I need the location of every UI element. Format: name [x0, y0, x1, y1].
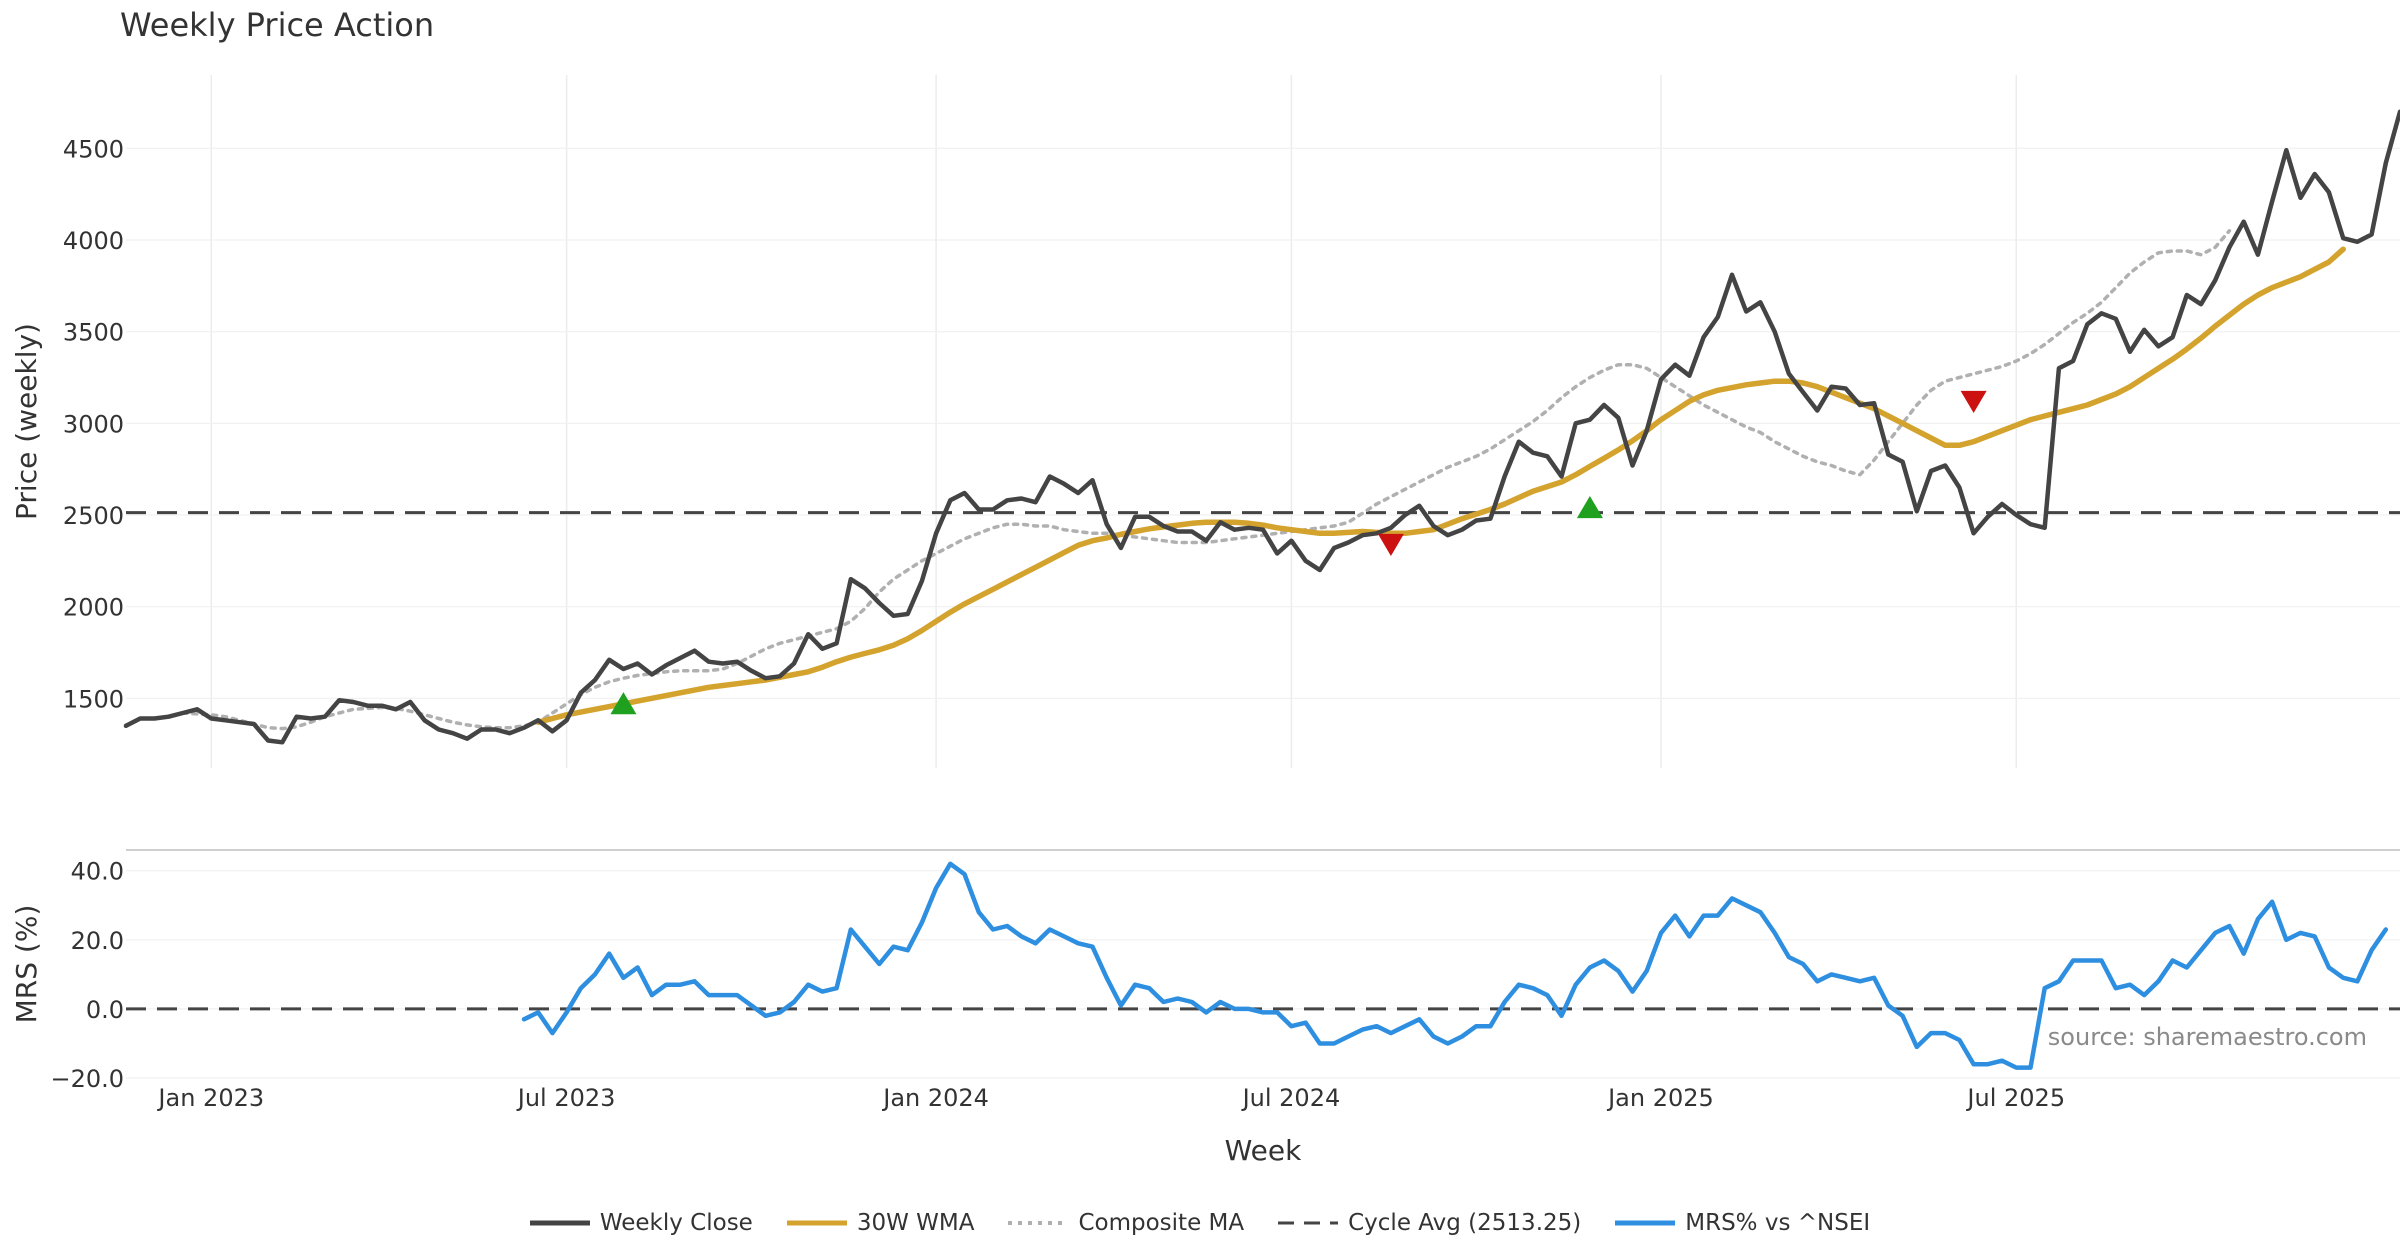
sell-signal-marker-4: [1960, 390, 1987, 414]
top-ytick-label: 2500: [63, 502, 124, 530]
mrs-line: [521, 861, 2389, 1070]
legend-label-composite-ma: Composite MA: [1078, 1210, 1245, 1236]
x-tick-label-jan-2024: Jan 2024: [881, 1084, 989, 1112]
legend-label-mrs: MRS% vs ^NSEI: [1685, 1210, 1871, 1236]
wma-30w-line: [535, 246, 2346, 725]
legend-swatch-composite-ma: [1008, 1221, 1069, 1225]
legend-swatch-cycle-avg: [1278, 1221, 1339, 1225]
x-tick-label-jan-2025: Jan 2025: [1606, 1084, 1714, 1112]
legend-item-cycle-avg: Cycle Avg (2513.25): [1278, 1210, 1581, 1236]
legend-swatch-weekly-close: [529, 1220, 590, 1226]
x-tick-label-jul-2024: Jul 2024: [1241, 1084, 1341, 1112]
mrs-ytick-label: 40.0: [71, 858, 124, 886]
legend-item-30w-wma: 30W WMA: [786, 1210, 975, 1236]
buy-signal-marker-1: [610, 692, 637, 715]
top-y-axis-label: Price (weekly): [10, 323, 43, 520]
legend-label-30w-wma: 30W WMA: [856, 1210, 975, 1236]
x-axis-label: Week: [1225, 1134, 1302, 1167]
top-ytick-label: 3500: [63, 319, 124, 347]
mrs-y-axis-label: MRS (%): [10, 905, 43, 1024]
buy-signal-marker-3: [1576, 495, 1603, 519]
mrs-ytick-label: 0.0: [86, 996, 124, 1024]
legend-item-weekly-close: Weekly Close: [529, 1210, 753, 1236]
top-ytick-label: 1500: [63, 685, 124, 713]
top-ytick-label: 3000: [63, 410, 124, 438]
chart-legend: Weekly Close 30W WMA Composite MA Cycle …: [0, 1210, 2400, 1236]
legend-swatch-30w-wma: [786, 1220, 847, 1226]
x-tick-label-jul-2025: Jul 2025: [1965, 1084, 2065, 1112]
top-ytick-label: 2000: [63, 594, 124, 622]
sell-signal-marker-2: [1377, 533, 1404, 557]
legend-item-mrs: MRS% vs ^NSEI: [1615, 1210, 1870, 1236]
legend-swatch-mrs: [1615, 1220, 1676, 1226]
legend-item-composite-ma: Composite MA: [1008, 1210, 1244, 1236]
legend-label-cycle-avg: Cycle Avg (2513.25): [1348, 1210, 1582, 1236]
mrs-ytick-label: 20.0: [71, 927, 124, 955]
top-ytick-label: 4500: [63, 135, 124, 163]
composite-ma-line: [181, 229, 2232, 731]
chart-title: Weekly Price Action: [120, 6, 435, 44]
source-annotation: source: sharemaestro.com: [2048, 1023, 2367, 1051]
price-and-mrs-chart: 1500 2000 2500 3000 3500 4000 4500 Price (weekl…: [10, 75, 2400, 1167]
top-ytick-label: 4000: [63, 227, 124, 255]
weekly-close-line: [123, 109, 2400, 745]
legend-label-weekly-close: Weekly Close: [599, 1210, 753, 1236]
x-tick-label-jul-2023: Jul 2023: [516, 1084, 616, 1112]
x-tick-label-jan-2023: Jan 2023: [156, 1084, 264, 1112]
mrs-ytick-label: −20.0: [50, 1065, 124, 1093]
